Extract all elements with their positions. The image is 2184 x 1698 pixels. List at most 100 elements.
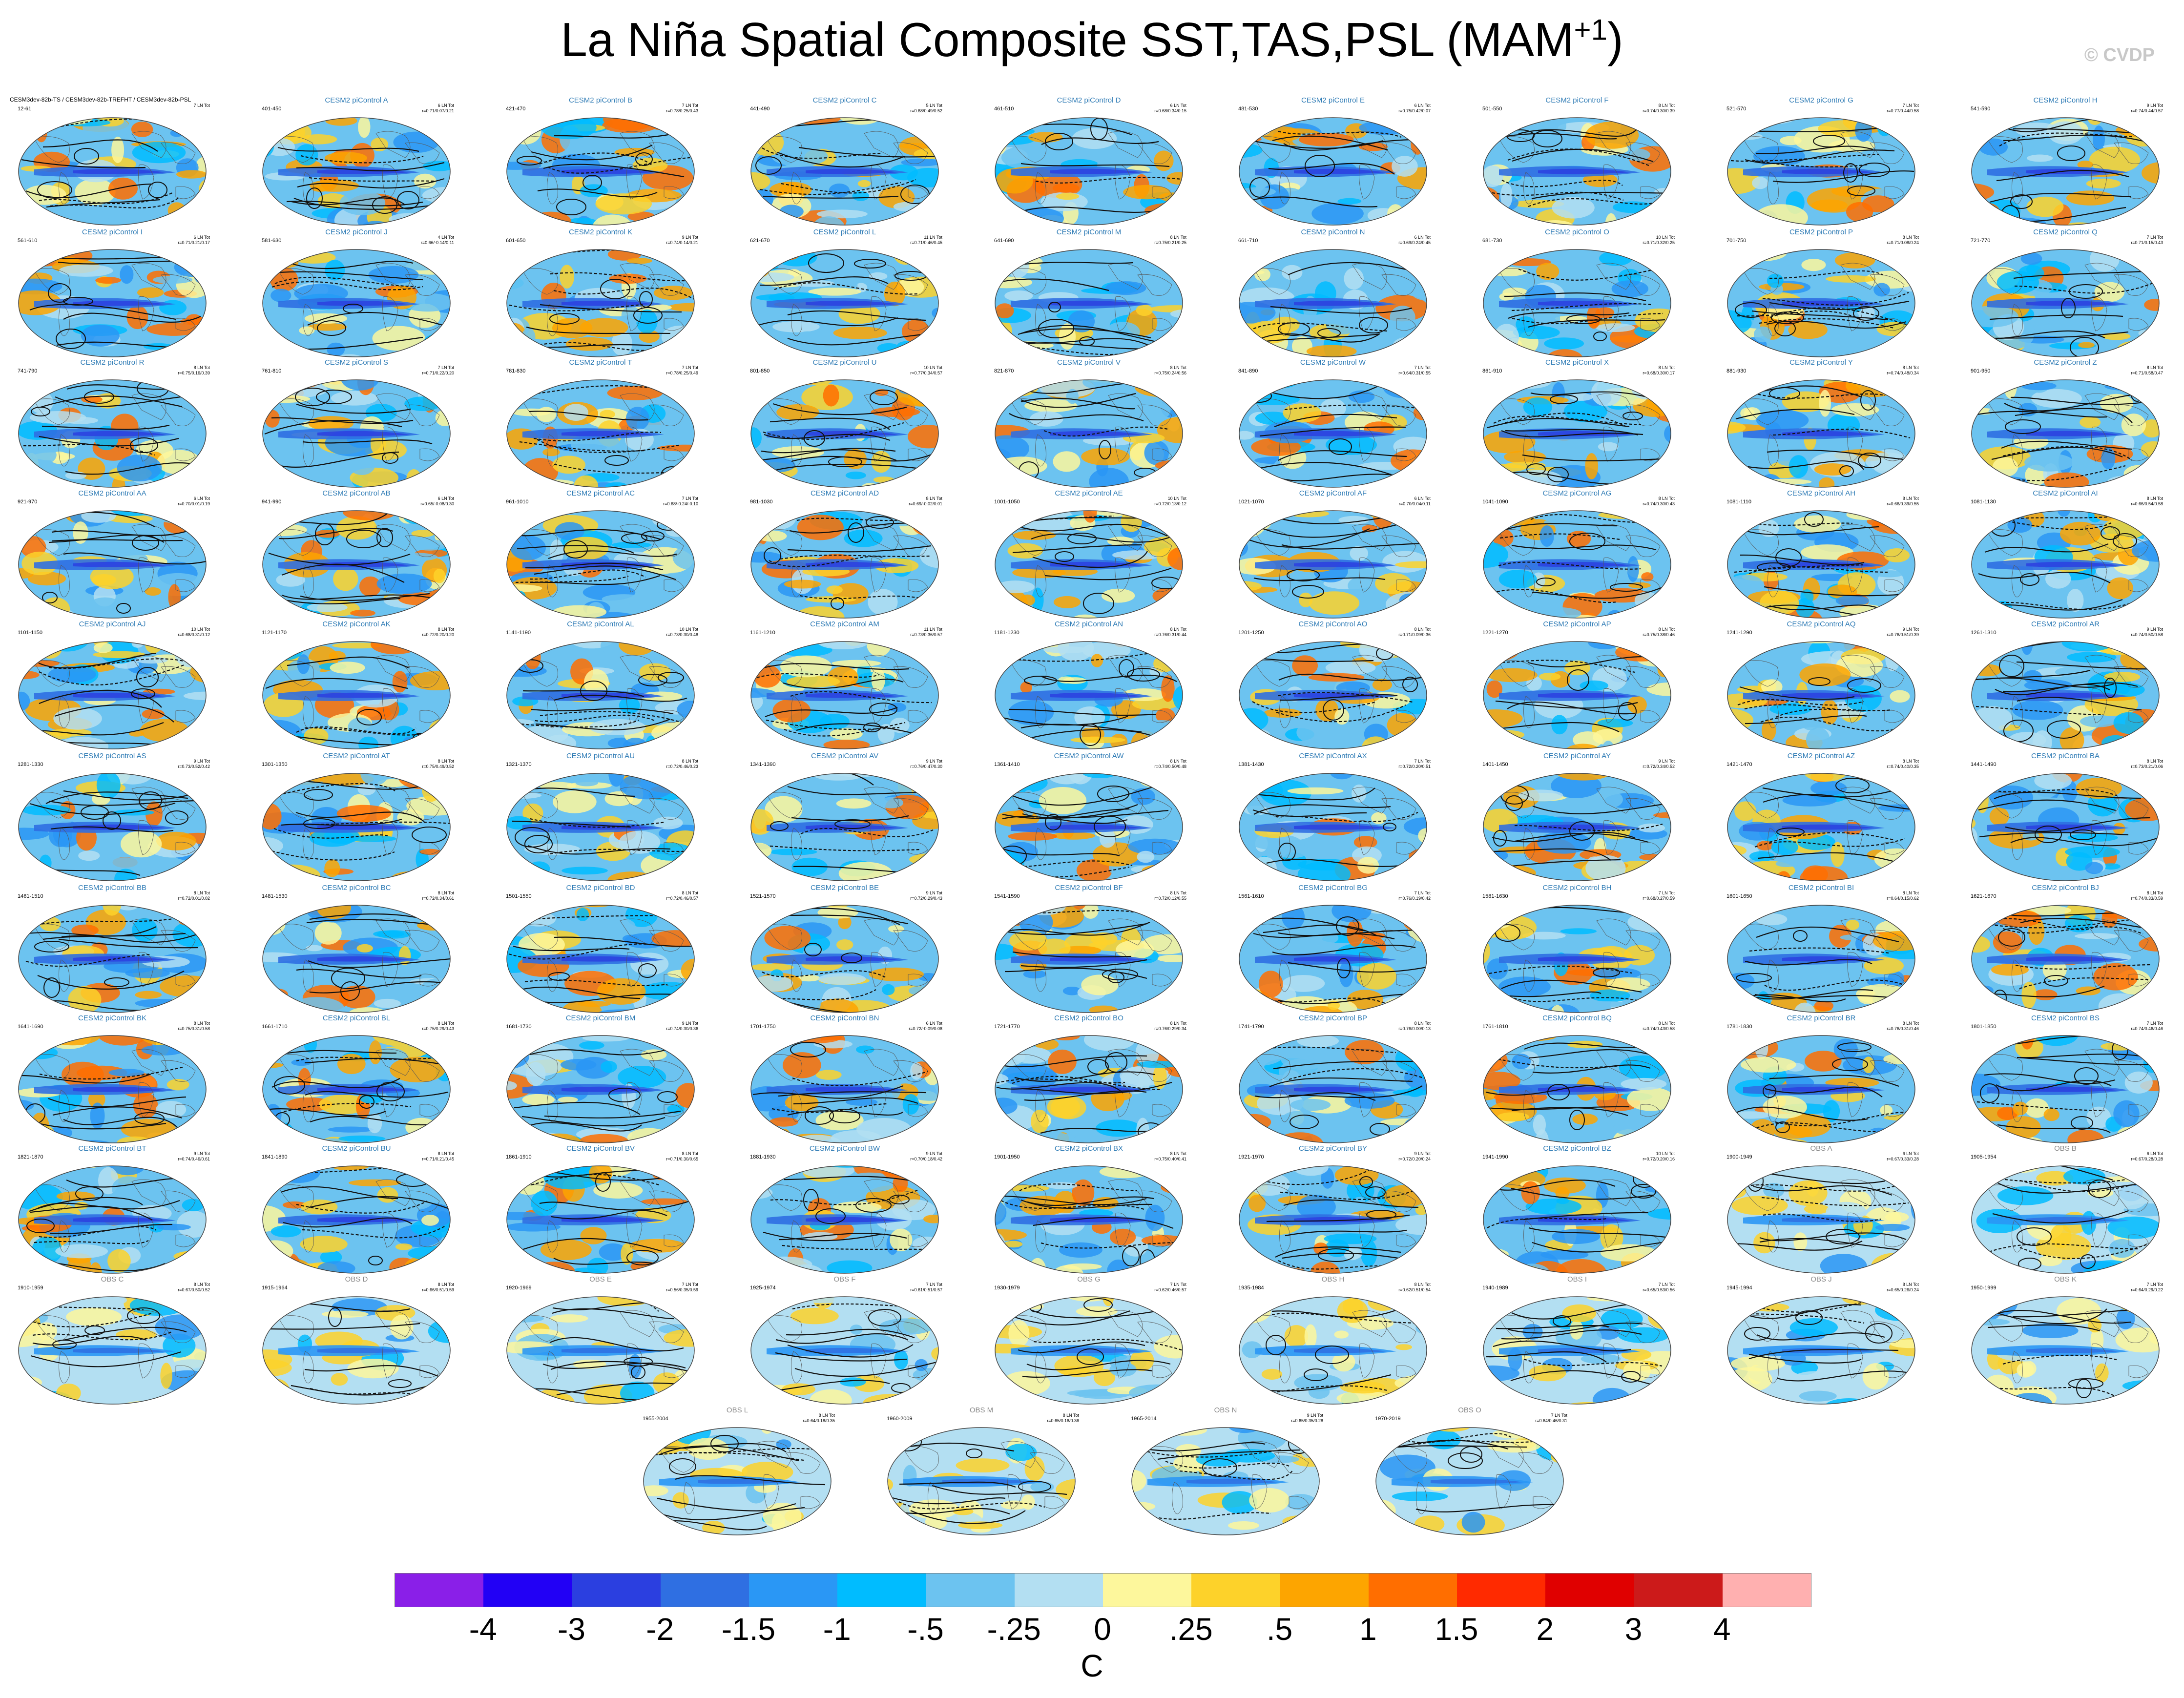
panel-years: 1041-1090 [1482, 499, 1508, 505]
anomaly-patch [1239, 998, 1283, 1013]
anomaly-patch [1239, 995, 1285, 1013]
psl-contour [1989, 1243, 2140, 1253]
coastline [1010, 924, 1046, 951]
psl-contour [1487, 660, 1635, 673]
coastline [2128, 1234, 2149, 1247]
anomaly-patch [1805, 1051, 1842, 1072]
composite-map [262, 773, 451, 881]
anomaly-patch [1377, 642, 1410, 644]
anomaly-patch [1357, 857, 1379, 874]
psl-contour [1745, 714, 1867, 725]
psl-contour-ring [104, 977, 129, 987]
panel-pattern-correlation: r=0.71/0.08/0.24 [1887, 240, 1919, 245]
psl-contour-ring [2047, 720, 2081, 739]
anomaly-patch [893, 380, 938, 386]
psl-contour [763, 195, 899, 199]
anomaly-patch [1487, 668, 1538, 683]
anomaly-patch [751, 1038, 773, 1049]
anomaly-patch [1393, 1089, 1427, 1096]
anomaly-patch [1830, 842, 1845, 867]
psl-contour [1750, 1183, 1901, 1192]
psl-contour [1747, 460, 1864, 470]
psl-contour [1254, 1092, 1376, 1101]
psl-contour-ring [805, 1106, 834, 1125]
anomaly-patch [1645, 118, 1665, 133]
composite-panel: CESM2 piControl V 821-870 8 LN Tot r=0.75/0… [991, 358, 1186, 489]
composite-panel: CESM3dev-82b-TS / CESM3dev-82b-TREFHT / … [10, 96, 210, 227]
coastline [1768, 1090, 1779, 1122]
panel-years: 1221-1270 [1482, 630, 1508, 636]
coastline [1498, 268, 1535, 295]
coastline [1352, 1179, 1387, 1206]
map-field [19, 380, 206, 487]
anomaly-patch [1550, 1005, 1564, 1013]
psl-contour [1285, 1229, 1407, 1237]
psl-contour [551, 1210, 667, 1220]
psl-contour-ring [84, 390, 114, 404]
anomaly-patch [324, 859, 340, 877]
anomaly-patch [1483, 917, 1501, 924]
anomaly-patch [791, 857, 828, 876]
anomaly-patch [1163, 1253, 1183, 1264]
composite-map [750, 773, 939, 881]
anomaly-patch [2142, 162, 2159, 185]
anomaly-patch [578, 1001, 611, 1007]
panel-event-count: 8 LN Tot [1170, 759, 1186, 764]
psl-contour [1012, 951, 1132, 958]
anomaly-patch [1585, 453, 1599, 479]
anomaly-patch [120, 265, 134, 284]
map-field [263, 1035, 450, 1143]
anomaly-patch [1789, 455, 1809, 478]
panel-years: 981-1030 [750, 499, 773, 505]
panel-title: CESM2 piControl E [1301, 96, 1365, 104]
psl-contour [1498, 561, 1641, 570]
coastline [1640, 1104, 1661, 1117]
anomaly-patch [781, 992, 821, 1013]
anomaly-patch [2100, 393, 2133, 413]
panel-pattern-correlation: r=0.72/0.13/0.12 [1154, 501, 1186, 506]
map-field [1483, 380, 1671, 487]
map-border [1971, 1165, 2160, 1274]
psl-contour [1986, 331, 2129, 339]
panel-years: 1481-1530 [262, 893, 288, 899]
psl-contour [1000, 923, 1147, 935]
coastline [547, 1220, 558, 1253]
panel-title: CESM2 piControl AZ [1787, 752, 1855, 760]
psl-contour-ring [306, 187, 323, 209]
anomaly-patch [2033, 989, 2058, 1000]
composite-panel: CESM2 piControl BX 1901-1950 8 LN Tot r=0.7… [991, 1144, 1186, 1275]
psl-contour-ring [132, 535, 159, 551]
psl-contour [534, 565, 676, 580]
psl-contour [1273, 1060, 1417, 1070]
map-border [506, 117, 695, 226]
psl-contour-ring [165, 810, 188, 825]
psl-contour-ring [1048, 302, 1061, 312]
coastline [2128, 1104, 2149, 1117]
anomaly-patch [619, 830, 661, 854]
anomaly-patch [1163, 727, 1175, 737]
anomaly-patch [1024, 399, 1078, 413]
panel-years: 1301-1350 [262, 762, 288, 767]
anomaly-patch [1513, 326, 1560, 339]
cold-tongue-core [317, 1347, 410, 1353]
panel-event-count: 8 LN Tot [682, 759, 698, 764]
psl-contour [1527, 656, 1645, 668]
anomaly-patch [1647, 511, 1663, 530]
panel-pattern-correlation: r=0.69/0.24/0.45 [1398, 240, 1431, 245]
anomaly-patch [263, 1379, 290, 1402]
psl-contour [271, 417, 414, 424]
psl-contour-ring [1618, 702, 1637, 721]
anomaly-patch [1141, 249, 1176, 262]
map-border [1239, 641, 1427, 749]
anomaly-patch [283, 642, 309, 652]
anomaly-patch [507, 162, 541, 170]
coastline [303, 1220, 314, 1253]
composite-panel: OBS C 1910-1959 8 LN Tot r=0.67/0.50/0.52 [15, 1275, 210, 1406]
anomaly-patch [1599, 250, 1632, 266]
psl-contour [1019, 1183, 1138, 1192]
cold-tongue-core [1782, 1086, 1875, 1092]
anomaly-patch [1646, 682, 1671, 696]
panel-title: CESM2 piControl BE [810, 884, 879, 892]
coastline [175, 710, 196, 723]
anomaly-patch [2097, 905, 2146, 909]
